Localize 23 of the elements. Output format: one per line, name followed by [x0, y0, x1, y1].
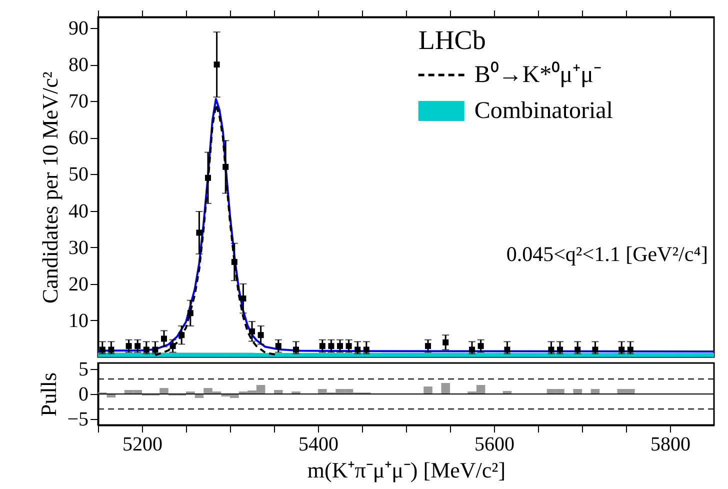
- y-tick-label: 0: [78, 384, 88, 406]
- x-tick-label: 5200: [122, 434, 162, 456]
- y-tick-label: 60: [68, 127, 88, 150]
- y-tick-label: 70: [68, 90, 88, 113]
- y-tick-label: 10: [68, 310, 88, 332]
- y-tick-label: 30: [68, 236, 88, 259]
- y-axis-title: Candidates per 10 MeV/c²: [38, 71, 62, 304]
- y-tick-label: 50: [68, 164, 88, 186]
- x-axis-title: m(K⁺π⁻μ⁺μ⁻) [MeV/c²]: [307, 458, 506, 482]
- y-tick-label: 40: [68, 200, 88, 222]
- y-tick-label: 80: [68, 54, 88, 76]
- legend-label: Combinatorial: [474, 98, 614, 124]
- annotation: 0.045<q²<1.1 [GeV²/c⁴]: [506, 242, 708, 266]
- y-tick-label: −5: [67, 408, 88, 430]
- x-tick-label: 5800: [650, 434, 690, 456]
- legend-label: B⁰→K*⁰μ⁺μ⁻: [474, 61, 602, 88]
- y-tick-label: 20: [68, 273, 88, 296]
- legend-title: LHCb: [418, 25, 486, 55]
- y-tick-label: 5: [78, 358, 88, 380]
- y-axis-title: Pulls: [36, 372, 62, 417]
- y-tick-label: 90: [68, 17, 88, 40]
- x-tick-label: 5400: [298, 434, 338, 456]
- x-tick-label: 5600: [474, 434, 514, 456]
